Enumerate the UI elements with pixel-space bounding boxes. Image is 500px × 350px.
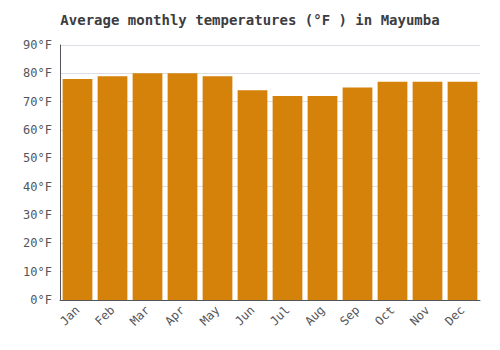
- svg-text:0°F: 0°F: [30, 293, 52, 307]
- svg-text:60°F: 60°F: [23, 123, 52, 137]
- svg-text:50°F: 50°F: [23, 151, 52, 165]
- svg-text:Jun: Jun: [232, 303, 257, 328]
- svg-text:10°F: 10°F: [23, 265, 52, 279]
- svg-text:Nov: Nov: [407, 303, 432, 328]
- svg-text:90°F: 90°F: [23, 38, 52, 52]
- svg-text:30°F: 30°F: [23, 208, 52, 222]
- svg-text:40°F: 40°F: [23, 180, 52, 194]
- svg-text:20°F: 20°F: [23, 236, 52, 250]
- svg-text:Oct: Oct: [372, 303, 397, 328]
- svg-text:Feb: Feb: [92, 303, 117, 328]
- svg-text:Dec: Dec: [442, 303, 467, 328]
- svg-text:Jan: Jan: [57, 303, 82, 328]
- svg-text:70°F: 70°F: [23, 95, 52, 109]
- svg-text:80°F: 80°F: [23, 66, 52, 80]
- svg-text:Apr: Apr: [162, 303, 187, 328]
- svg-text:Aug: Aug: [302, 303, 327, 328]
- svg-text:Average monthly temperatures (: Average monthly temperatures (°F ) in Ma…: [60, 12, 439, 28]
- svg-text:Mar: Mar: [127, 303, 152, 328]
- svg-text:May: May: [197, 303, 222, 328]
- svg-text:Jul: Jul: [267, 303, 292, 328]
- svg-text:Sep: Sep: [337, 303, 362, 328]
